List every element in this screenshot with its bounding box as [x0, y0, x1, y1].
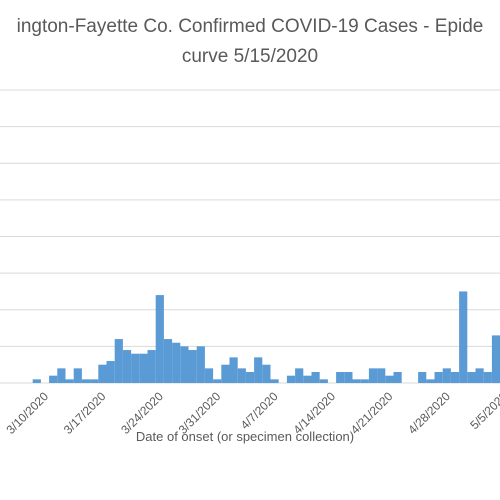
x-tick-label: 4/7/2020 [238, 389, 281, 432]
bar [122, 350, 132, 383]
x-tick-label: 4/28/2020 [405, 389, 453, 437]
bar [245, 372, 255, 383]
bar [106, 361, 115, 383]
bar [32, 379, 41, 383]
chart-title: ington-Fayette Co. Confirmed COVID-19 Ca… [17, 16, 484, 37]
x-tick-label: 3/10/2020 [3, 389, 51, 437]
bar [368, 368, 378, 383]
bar [385, 375, 394, 383]
bar [188, 350, 197, 383]
bar [147, 350, 156, 383]
bar [352, 379, 361, 383]
bar [65, 379, 74, 383]
bar [442, 368, 451, 383]
bar [262, 364, 271, 383]
bar [483, 372, 492, 383]
bar [237, 368, 246, 383]
bar [98, 364, 107, 383]
bar [131, 353, 140, 383]
bar [254, 357, 263, 383]
bar [57, 368, 66, 383]
bar [270, 379, 279, 383]
bar [286, 375, 296, 383]
bar [49, 375, 58, 383]
x-tick-label: 5/5/2020 [467, 389, 500, 432]
bar [418, 372, 427, 383]
bar [295, 368, 304, 383]
bar [139, 353, 148, 383]
bar [180, 346, 189, 383]
bar [467, 372, 476, 383]
bar [229, 357, 238, 383]
x-tick-label: 3/17/2020 [61, 389, 109, 437]
bar [459, 291, 468, 383]
bar [434, 372, 443, 383]
bar [311, 372, 320, 383]
bar [155, 295, 164, 383]
x-tick-label: 4/21/2020 [348, 389, 396, 437]
bar [204, 368, 214, 383]
bar [303, 375, 312, 383]
bar [114, 339, 123, 383]
bar [336, 372, 345, 383]
bar [213, 379, 222, 383]
bar [393, 372, 402, 383]
bar [73, 368, 82, 383]
bar [319, 379, 328, 383]
bar [426, 379, 435, 383]
bar [491, 335, 500, 383]
bar [163, 339, 173, 383]
bar [360, 379, 369, 383]
bar [90, 379, 99, 383]
bar [344, 372, 353, 383]
bar [81, 379, 91, 383]
bar [172, 342, 181, 383]
bar [196, 346, 205, 383]
bar [377, 368, 386, 383]
bar [475, 368, 484, 383]
bar [221, 364, 230, 383]
chart-title: curve 5/15/2020 [182, 46, 318, 67]
x-axis-label: Date of onset (or specimen collection) [136, 429, 354, 444]
bar [450, 372, 460, 383]
